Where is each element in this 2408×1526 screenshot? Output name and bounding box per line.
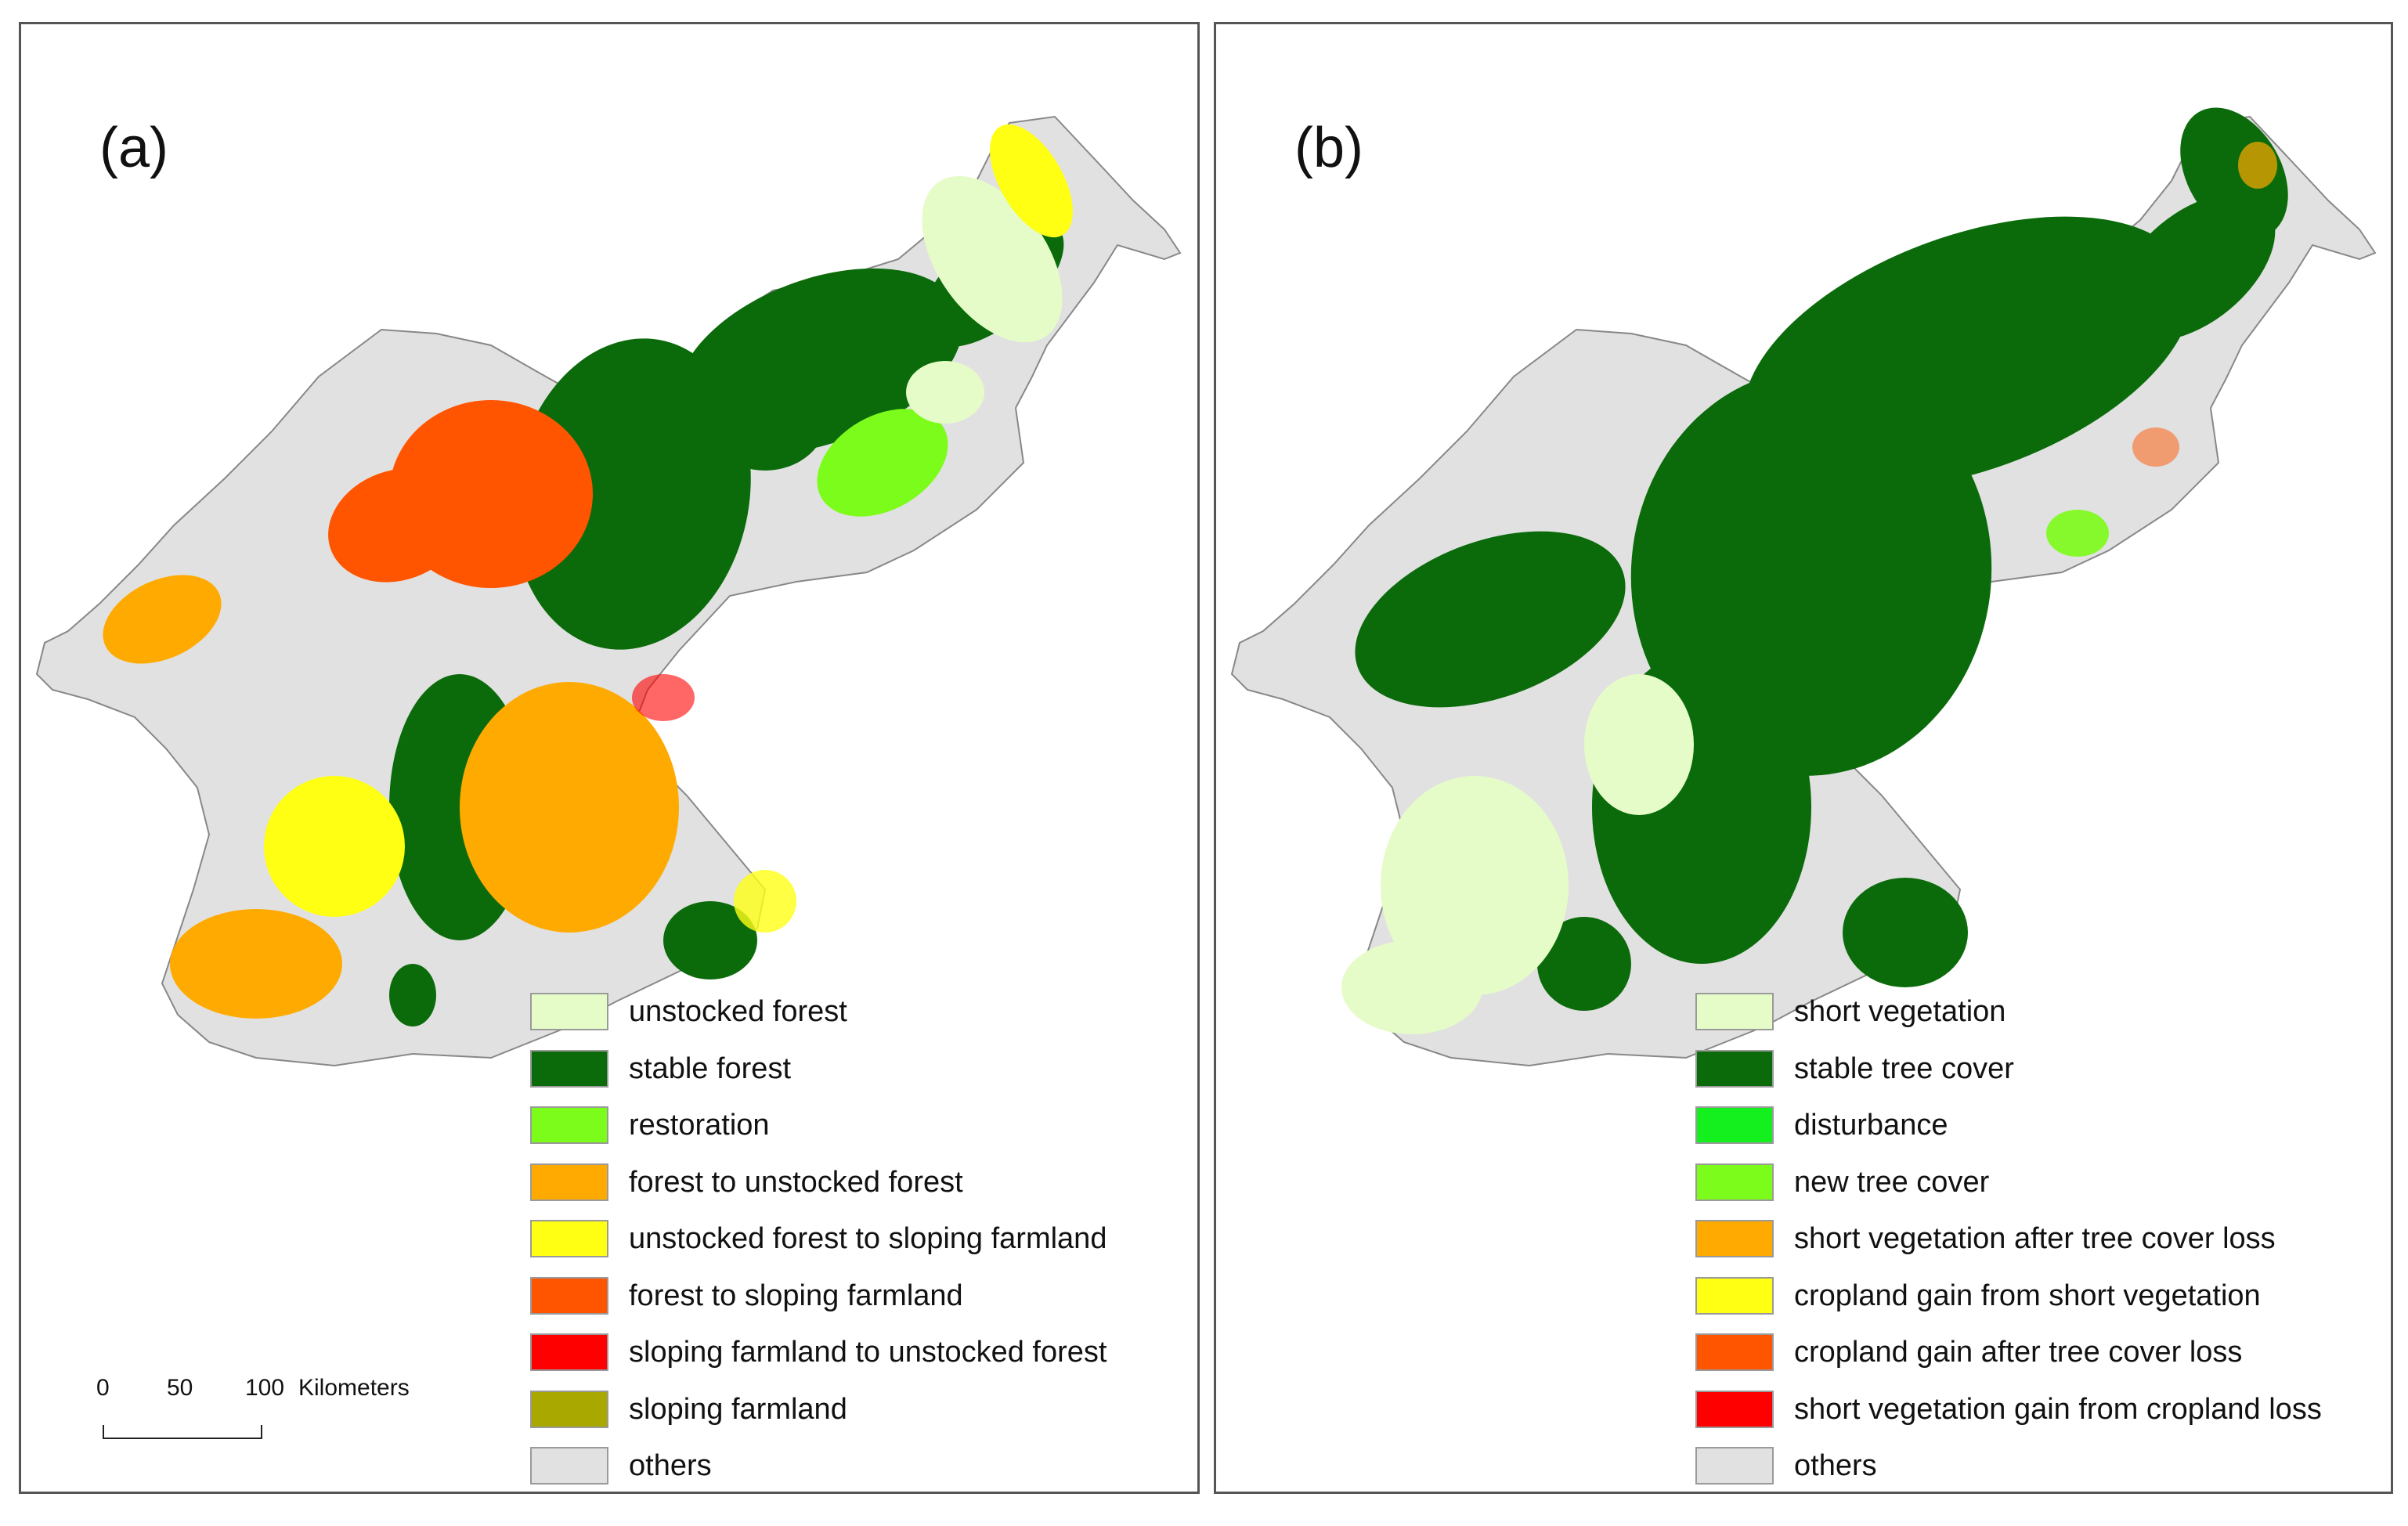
scale-tick-label: 0 <box>96 1375 110 1401</box>
legend-item: disturbance <box>1695 1097 2322 1154</box>
legend-swatch <box>530 1390 608 1428</box>
scale-line <box>103 1438 262 1439</box>
land-cover-patch <box>2238 142 2277 189</box>
legend-label: sloping farmland to unstocked forest <box>629 1336 1107 1369</box>
legend-swatch <box>530 1163 608 1201</box>
land-cover-patch <box>906 361 984 424</box>
land-cover-patch <box>513 338 751 650</box>
legend-swatch <box>1695 1276 1774 1315</box>
legend-item: others <box>530 1438 1107 1495</box>
scale-tick-label: 50 <box>167 1375 193 1401</box>
land-cover-patch <box>817 409 948 517</box>
legend-swatch <box>1695 1163 1774 1201</box>
legend-item: stable tree cover <box>1695 1041 2322 1098</box>
legend-item: forest to sloping farmland <box>530 1268 1107 1325</box>
scale-tick-label: 100 <box>245 1375 285 1401</box>
land-cover-patch <box>328 468 466 583</box>
scale-tick <box>103 1425 104 1439</box>
legend-item: unstocked forest to sloping farmland <box>530 1210 1107 1268</box>
land-cover-patch <box>1355 531 1626 708</box>
legend-swatch <box>530 1333 608 1372</box>
land-cover-patch <box>170 909 342 1019</box>
legend-label: forest to unstocked forest <box>629 1165 963 1199</box>
legend-label: unstocked forest <box>629 995 847 1029</box>
legend-swatch <box>1695 1220 1774 1258</box>
panel-label-a: (a) <box>99 117 168 179</box>
land-cover-patch <box>990 124 1073 238</box>
scale-unit: Kilometers <box>298 1375 410 1401</box>
land-cover-patch <box>1843 878 1968 987</box>
legend-label: unstocked forest to sloping farmland <box>629 1222 1107 1256</box>
land-cover-patch <box>389 964 436 1026</box>
legend-swatch <box>1695 1049 1774 1088</box>
legend-swatch <box>530 1220 608 1258</box>
land-cover-pattern-b <box>1341 107 2288 1034</box>
land-cover-patch <box>2180 107 2288 239</box>
legend-label: forest to sloping farmland <box>629 1279 963 1312</box>
legend-item: others <box>1695 1438 2322 1495</box>
legend-swatch <box>1695 1333 1774 1372</box>
legend-swatch <box>530 993 608 1031</box>
legend-label: short vegetation gain from cropland loss <box>1794 1392 2322 1426</box>
legend-item: unstocked forest <box>530 983 1107 1041</box>
legend-label: cropland gain from short vegetation <box>1794 1279 2261 1312</box>
legend-label: new tree cover <box>1794 1165 1990 1199</box>
land-cover-patch <box>264 776 405 917</box>
legend-item: short vegetation gain from cropland loss <box>1695 1381 2322 1438</box>
legend-label: stable forest <box>629 1052 791 1085</box>
legend-swatch <box>530 1276 608 1315</box>
legend-label: short vegetation after tree cover loss <box>1794 1222 2276 1256</box>
legend-label: stable tree cover <box>1794 1052 2014 1085</box>
legend-label: others <box>1794 1449 1877 1483</box>
map-b <box>1230 107 2377 1067</box>
legend-label: cropland gain after tree cover loss <box>1794 1336 2243 1369</box>
land-cover-patch <box>632 674 695 721</box>
legend-item: short vegetation after tree cover loss <box>1695 1210 2322 1268</box>
panel-label-b: (b) <box>1294 117 1363 179</box>
land-cover-patch <box>2132 427 2179 467</box>
legend-label: disturbance <box>1794 1109 1948 1142</box>
legend-label: restoration <box>629 1109 770 1142</box>
legend-swatch <box>1695 1106 1774 1145</box>
map-panel-b: (b) short vegetation stable tree cover dis… <box>1214 22 2393 1494</box>
legend-b: short vegetation stable tree cover disturb… <box>1695 983 2322 1495</box>
land-cover-patch <box>103 575 222 664</box>
land-cover-patch <box>663 901 757 979</box>
land-cover-patch <box>734 870 796 933</box>
legend-item: sloping farmland to unstocked forest <box>530 1324 1107 1381</box>
legend-swatch <box>1695 993 1774 1031</box>
legend-item: cropland gain after tree cover loss <box>1695 1324 2322 1381</box>
legend-swatch <box>530 1049 608 1088</box>
legend-swatch <box>1695 1390 1774 1428</box>
map-panel-a: (a) unstocked forest stable forest restora… <box>19 22 1200 1494</box>
land-cover-patch <box>1537 917 1631 1011</box>
land-cover-patch <box>2046 510 2109 557</box>
legend-item: restoration <box>530 1097 1107 1154</box>
land-cover-patch <box>1584 674 1694 815</box>
legend-item: short vegetation <box>1695 983 2322 1041</box>
legend-label: sloping farmland <box>629 1392 847 1426</box>
legend-label: others <box>629 1449 712 1483</box>
scale-tick <box>261 1425 262 1439</box>
map-a <box>35 115 1182 1067</box>
land-cover-patch <box>1341 940 1482 1034</box>
scale-bar: 0 50 100 Kilometers <box>78 1375 410 1477</box>
legend-item: new tree cover <box>1695 1154 2322 1211</box>
legend-label: short vegetation <box>1794 995 2006 1029</box>
legend-swatch <box>1695 1447 1774 1485</box>
legend-item: forest to unstocked forest <box>530 1154 1107 1211</box>
legend-item: cropland gain from short vegetation <box>1695 1268 2322 1325</box>
legend-item: sloping farmland <box>530 1381 1107 1438</box>
land-cover-patch <box>460 682 679 933</box>
legend-a: unstocked forest stable forest restoration… <box>530 983 1107 1495</box>
land-cover-patch <box>1381 776 1569 995</box>
legend-item: stable forest <box>530 1041 1107 1098</box>
legend-swatch <box>530 1106 608 1145</box>
land-cover-pattern-a <box>103 124 1073 1026</box>
legend-swatch <box>530 1447 608 1485</box>
land-cover-patch <box>702 361 828 471</box>
